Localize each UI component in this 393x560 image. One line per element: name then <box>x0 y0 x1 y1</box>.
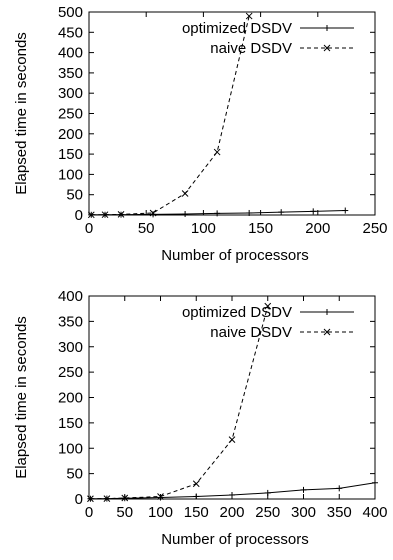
marker-stroke <box>87 495 94 503</box>
marker-stroke <box>157 493 164 500</box>
y-tick-label: 250 <box>58 106 83 123</box>
y-tick-label: 0 <box>75 207 83 224</box>
x-tick-label: 0 <box>85 504 93 521</box>
y-tick-label: 100 <box>58 440 83 457</box>
y-axis-label: Elapsed time in seconds <box>13 32 30 195</box>
x-axis-label: Number of processors <box>161 247 309 264</box>
y-tick-label: 100 <box>58 166 83 183</box>
legend-label: naive DSDV <box>210 324 292 341</box>
legend-marker <box>323 44 331 52</box>
data-point-x <box>245 12 253 20</box>
data-point-plus <box>336 485 343 492</box>
y-tick-label: 400 <box>58 45 83 62</box>
legend-marker <box>323 328 331 336</box>
chart-2: 0 50 100 150 200 250 300 350 400 0 50 100 150 200 250 3… <box>13 288 388 548</box>
legend-label: optimized DSDV <box>182 304 292 321</box>
legend-label: naive DSDV <box>210 40 292 57</box>
marker-stroke <box>121 494 129 502</box>
series-line-optimized <box>90 482 376 500</box>
x-tick-label: 0 <box>85 220 93 237</box>
marker-stroke <box>103 495 111 502</box>
data-point-x <box>157 493 164 500</box>
data-point-x <box>213 148 221 156</box>
data-point-plus <box>264 489 271 496</box>
chart-1: 0 50 100 150 200 2500501001502002503003504004… <box>13 4 388 264</box>
data-point-plus <box>193 493 200 500</box>
data-point-plus <box>246 209 253 216</box>
y-tick-label: 350 <box>58 313 83 330</box>
x-tick-label: 350 <box>327 504 352 521</box>
x-axis-label: Number of processors <box>161 531 309 548</box>
data-point-plus <box>214 210 221 217</box>
y-tick-label: 0 <box>75 491 83 508</box>
x-tick-label: 50 <box>116 504 133 521</box>
y-tick-label: 450 <box>58 24 83 41</box>
y-tick-label: 500 <box>58 4 83 21</box>
x-tick-label: 50 <box>138 220 155 237</box>
data-point-x <box>192 480 200 488</box>
data-point-x <box>149 209 157 217</box>
marker-stroke <box>192 480 200 488</box>
data-point-plus <box>300 486 307 493</box>
marker-stroke <box>101 211 109 219</box>
y-axis-label: Elapsed time in seconds <box>13 316 30 479</box>
y-tick-label: 50 <box>66 187 83 204</box>
data-point-plus <box>372 479 378 486</box>
data-point-x <box>181 190 189 197</box>
data-point-x <box>121 494 129 502</box>
data-point-plus <box>342 207 349 214</box>
x-tick-label: 250 <box>362 220 387 237</box>
data-point-x <box>117 211 125 218</box>
x-tick-label: 200 <box>219 504 244 521</box>
y-tick-label: 150 <box>58 415 83 432</box>
y-tick-label: 50 <box>66 466 83 483</box>
data-point-x <box>103 495 111 502</box>
y-tick-label: 300 <box>58 339 83 356</box>
data-point-plus <box>229 491 235 498</box>
marker-stroke <box>228 436 236 443</box>
x-tick-label: 400 <box>362 504 387 521</box>
data-point-plus <box>157 494 164 501</box>
data-point-plus <box>278 209 285 216</box>
x-tick-label: 250 <box>255 504 280 521</box>
data-point-x <box>101 211 109 219</box>
data-point-x <box>228 436 236 443</box>
x-tick-label: 300 <box>291 504 316 521</box>
x-tick-label: 150 <box>184 504 209 521</box>
marker-stroke <box>245 12 253 20</box>
y-tick-label: 400 <box>58 288 83 305</box>
legend-label: optimized DSDV <box>182 20 292 37</box>
marker-stroke <box>87 211 95 219</box>
x-tick-label: 100 <box>191 220 216 237</box>
data-point-x <box>87 211 95 219</box>
y-tick-label: 200 <box>58 126 83 143</box>
y-tick-label: 350 <box>58 65 83 82</box>
marker-stroke <box>149 209 157 217</box>
marker-stroke <box>181 190 189 197</box>
y-tick-label: 200 <box>58 390 83 407</box>
y-tick-label: 300 <box>58 85 83 102</box>
data-point-plus <box>310 208 317 215</box>
data-point-x <box>87 495 94 503</box>
x-tick-label: 100 <box>148 504 173 521</box>
data-point-x <box>264 302 272 310</box>
marker-stroke <box>264 302 272 310</box>
x-tick-label: 150 <box>248 220 273 237</box>
marker-stroke <box>117 211 125 218</box>
y-tick-label: 250 <box>58 364 83 381</box>
y-tick-label: 150 <box>58 146 83 163</box>
marker-stroke <box>213 148 221 156</box>
x-tick-label: 200 <box>305 220 330 237</box>
data-point-plus <box>182 210 189 217</box>
